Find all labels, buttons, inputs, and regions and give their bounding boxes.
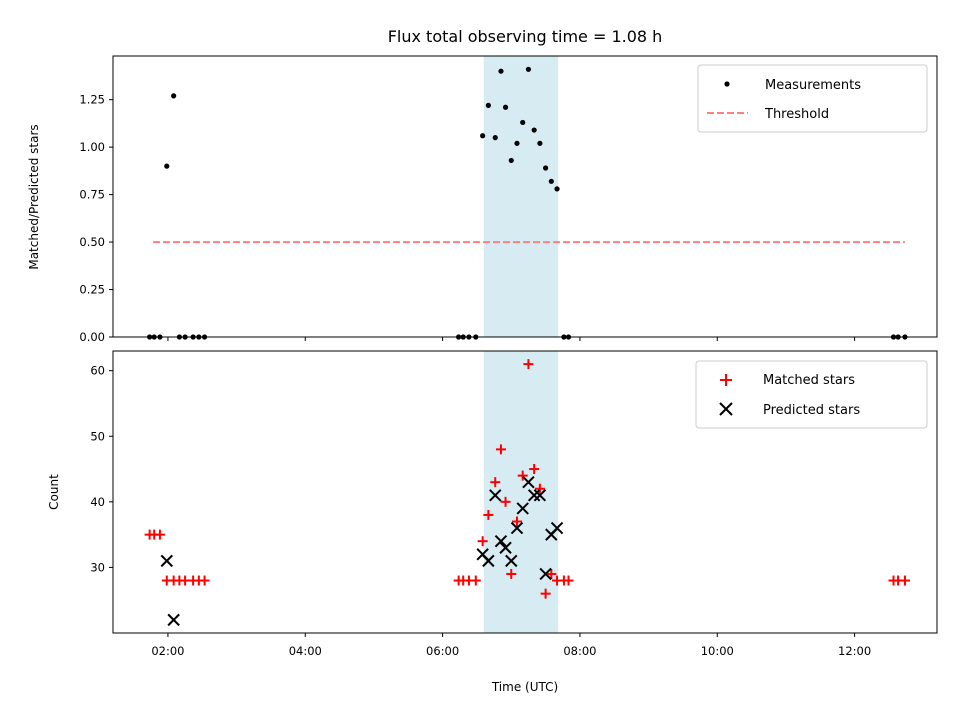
bottom-legend: Matched stars Predicted stars <box>695 360 928 429</box>
bottom-y-tick-label: 60 <box>90 364 105 378</box>
measurement-point <box>554 186 560 192</box>
bottom-axes-frame <box>112 350 938 634</box>
matched-star-point <box>546 568 557 579</box>
legend-measurements-label: Measurements <box>765 78 861 93</box>
highlight-span <box>483 351 559 633</box>
chart-title: Flux total observing time = 1.08 h <box>388 27 663 46</box>
x-tick-label: 10:00 <box>701 644 734 658</box>
predicted-star-point <box>522 475 535 489</box>
predicted-star-point <box>539 567 552 581</box>
x-tick-label: 12:00 <box>838 644 871 658</box>
measurement-points <box>147 66 908 340</box>
matched-star-point <box>529 464 540 475</box>
predicted-star-point <box>533 489 547 502</box>
top-y-ticks: 0.00 0.25 0.50 0.75 1.00 1.25 <box>79 93 113 344</box>
measurement-point <box>480 133 486 139</box>
predicted-star-point <box>160 554 173 568</box>
legend-predicted-label: Predicted stars <box>763 403 860 418</box>
top-legend-box <box>697 64 928 133</box>
bottom-x-ticks: 02:00 04:00 06:00 08:00 10:00 12:00 <box>151 633 871 658</box>
top-panel: 0.00 0.25 0.50 0.75 1.00 1.25 Matched/Predict… <box>27 55 938 344</box>
bottom-y-axis-label: Count <box>47 474 61 510</box>
bottom-legend-box <box>695 360 928 429</box>
x-tick-label: 02:00 <box>151 644 184 658</box>
measurement-point <box>548 178 554 184</box>
top-y-tick-label: 0.00 <box>79 330 105 344</box>
matched-star-point <box>899 575 910 586</box>
bottom-panel: 02:00 04:00 06:00 08:00 10:00 12:00 30405060 … <box>47 350 938 694</box>
measurement-point <box>502 104 509 110</box>
top-y-axis-label: Matched/Predicted stars <box>27 124 41 269</box>
matched-star-point <box>470 575 481 586</box>
bottom-y-tick-label: 50 <box>90 429 105 443</box>
measurement-point <box>508 157 514 164</box>
legend-matched-label: Matched stars <box>763 373 855 388</box>
measurement-point <box>531 127 537 133</box>
x-axis-label: Time (UTC) <box>491 680 558 694</box>
highlight-span <box>483 56 559 337</box>
matched-star-point <box>495 444 506 455</box>
matched-star-point <box>523 359 534 370</box>
matched-star-point <box>500 496 511 507</box>
x-tick-label: 04:00 <box>289 644 322 658</box>
matched-star-point <box>540 588 551 599</box>
predicted-star-point <box>505 554 518 568</box>
predicted-star-point <box>489 489 502 502</box>
predicted-star-points <box>160 475 564 627</box>
top-y-tick-label: 1.00 <box>79 140 105 154</box>
matched-star-point <box>483 509 494 520</box>
measurement-point <box>171 93 177 99</box>
matched-star-point <box>534 483 545 494</box>
matched-star-point <box>199 575 210 586</box>
measurement-point <box>525 66 532 72</box>
top-x-ticks <box>167 337 856 341</box>
predicted-star-point <box>482 554 495 568</box>
bottom-highlight-span <box>483 351 559 633</box>
measurement-point <box>520 119 526 126</box>
legend-matched-marker <box>720 374 732 386</box>
top-y-tick-label: 0.50 <box>79 235 105 249</box>
predicted-star-point <box>527 489 541 502</box>
matched-star-point <box>477 536 488 547</box>
matched-star-point <box>563 575 574 586</box>
top-y-tick-label: 1.25 <box>79 93 105 107</box>
predicted-star-point <box>516 502 529 515</box>
measurement-point <box>543 165 549 171</box>
bottom-y-ticks: 30 40 50 60 <box>90 364 113 574</box>
bottom-y-tick-label: 30 <box>90 560 105 574</box>
measurement-point <box>164 163 170 169</box>
predicted-star-point <box>494 534 508 548</box>
predicted-star-point <box>550 521 564 535</box>
measurement-point <box>498 68 504 74</box>
top-highlight-span <box>483 56 559 337</box>
measurement-point <box>492 135 498 141</box>
top-y-tick-label: 0.75 <box>79 188 105 202</box>
matched-star-point <box>154 529 165 540</box>
measurement-point <box>537 140 543 146</box>
predicted-star-point <box>499 541 512 554</box>
matched-star-points <box>144 359 910 599</box>
predicted-star-point <box>510 521 524 535</box>
measurement-point <box>485 102 491 108</box>
matched-star-point <box>511 516 522 527</box>
matched-star-point <box>506 568 517 579</box>
matched-star-point <box>517 470 528 481</box>
top-axes-frame <box>112 55 938 338</box>
bottom-y-tick-label: 40 <box>90 495 105 509</box>
top-legend: Measurements Threshold <box>697 64 928 133</box>
measurement-point <box>514 140 520 146</box>
top-y-tick-label: 0.25 <box>79 283 105 297</box>
x-tick-label: 08:00 <box>563 644 596 658</box>
legend-threshold-label: Threshold <box>764 107 829 122</box>
legend-predicted-marker <box>719 402 733 416</box>
predicted-star-point <box>167 613 180 627</box>
legend-measurements-marker <box>724 81 730 87</box>
x-tick-label: 06:00 <box>426 644 459 658</box>
matched-star-point <box>490 477 501 488</box>
